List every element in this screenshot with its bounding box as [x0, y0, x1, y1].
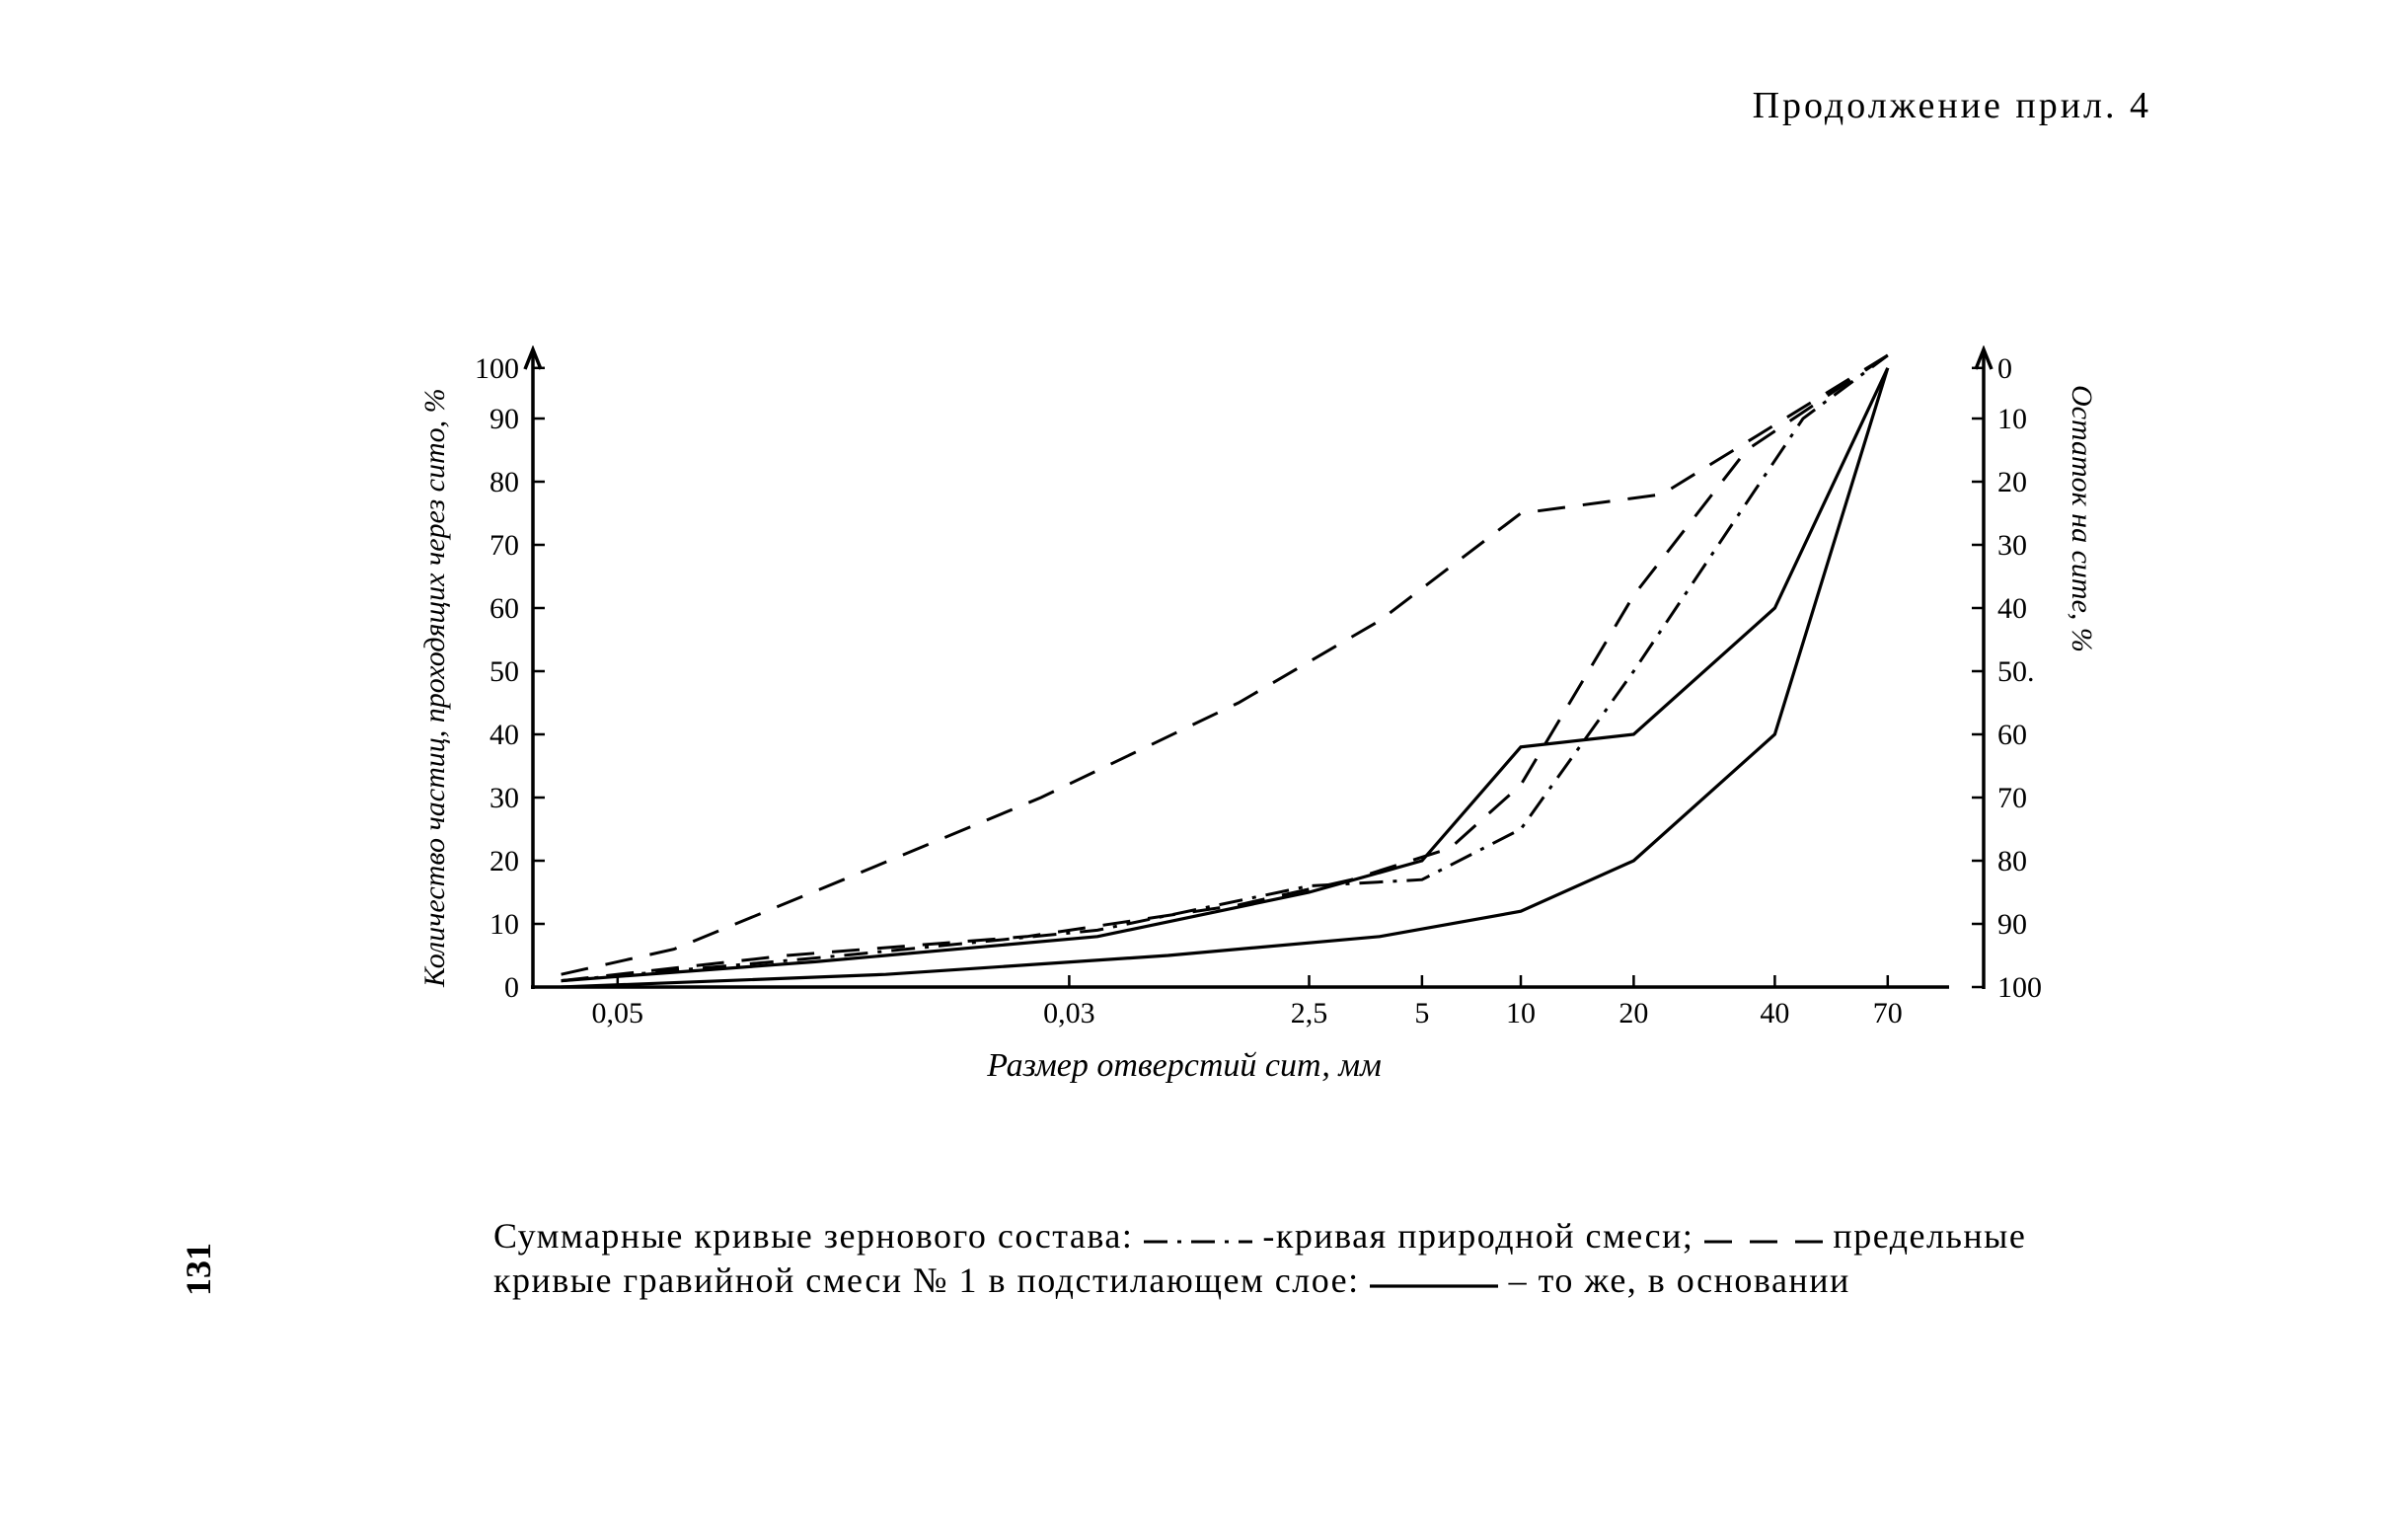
y-right-tick-label: 100 — [1997, 971, 2042, 1004]
y-left-tick-label: 70 — [489, 529, 519, 562]
y-left-tick-label: 30 — [489, 782, 519, 814]
axes — [525, 349, 1992, 989]
series-group — [562, 355, 1888, 987]
x-tick-label: 0,03 — [1043, 997, 1095, 1029]
y-axis-right-title: Остаток на сите, % — [2066, 385, 2092, 652]
x-ticks: 0,05 0,03 2,5 5 10 20 40 70 — [592, 975, 1903, 1029]
caption-base: – то же, в основании — [1509, 1260, 1850, 1300]
y-axis-left-title-group: Количество частиц, проходящих через сито… — [418, 388, 451, 988]
x-tick-label: 2,5 — [1291, 997, 1328, 1029]
y-right-tick-label: 80 — [1997, 845, 2027, 877]
caption-intro: Суммарные кривые зернового состава: — [493, 1216, 1133, 1256]
series-line — [562, 368, 1888, 987]
y-left-tick-label: 10 — [489, 908, 519, 941]
y-left-tick-label: 40 — [489, 719, 519, 751]
series-line — [562, 355, 1888, 981]
y-right-tick-label: 70 — [1997, 782, 2027, 814]
series-line — [562, 368, 1888, 981]
chart-caption: Суммарные кривые зернового состава: -кри… — [493, 1214, 2033, 1303]
chart-container: Количество частиц, проходящих через сито… — [414, 345, 2092, 1086]
x-tick-label: 70 — [1873, 997, 1903, 1029]
page-number: 131 — [178, 1243, 219, 1296]
legend-dashed-icon — [1704, 1230, 1823, 1250]
y-right-tick-label: 90 — [1997, 908, 2027, 941]
legend-solid-icon — [1370, 1274, 1498, 1294]
x-tick-label: 20 — [1618, 997, 1648, 1029]
x-tick-label: 5 — [1414, 997, 1429, 1029]
caption-natural: -кривая природной смеси; — [1262, 1216, 1704, 1256]
y-left-tick-label: 60 — [489, 592, 519, 625]
y-right-tick-label: 50. — [1997, 655, 2035, 688]
y-axis-left-title: Количество частиц, проходящих через сито… — [418, 388, 451, 988]
page: Продолжение прил. 4 Количество частиц, п… — [0, 0, 2408, 1525]
header-note: Продолжение прил. 4 — [1753, 84, 2151, 127]
y-left-tick-label: 0 — [504, 971, 519, 1004]
y-left-tick-label: 20 — [489, 845, 519, 877]
series-line — [562, 355, 1888, 981]
y-left-tick-label: 80 — [489, 466, 519, 498]
y-right-tick-label: 20 — [1997, 466, 2027, 498]
y-left-tick-label: 100 — [475, 352, 519, 385]
y-right-tick-label: 30 — [1997, 529, 2027, 562]
y-right-tick-label: 0 — [1997, 352, 2012, 385]
y-left-tick-label: 50 — [489, 655, 519, 688]
y-right-tick-label: 40 — [1997, 592, 2027, 625]
y-right-tick-label: 10 — [1997, 403, 2027, 435]
x-tick-label: 0,05 — [592, 997, 644, 1029]
y-left-tick-label: 90 — [489, 403, 519, 435]
series-line — [562, 355, 1888, 974]
x-axis-title: Размер отверстий сит, мм — [986, 1047, 1382, 1084]
x-tick-label: 40 — [1760, 997, 1789, 1029]
y-right-tick-label: 60 — [1997, 719, 2027, 751]
legend-dashdot-icon — [1144, 1230, 1252, 1250]
grading-curves-chart: Количество частиц, проходящих через сито… — [414, 345, 2092, 1086]
x-tick-label: 10 — [1506, 997, 1536, 1029]
y-axis-right-title-group: Остаток на сите, % — [2066, 385, 2092, 652]
